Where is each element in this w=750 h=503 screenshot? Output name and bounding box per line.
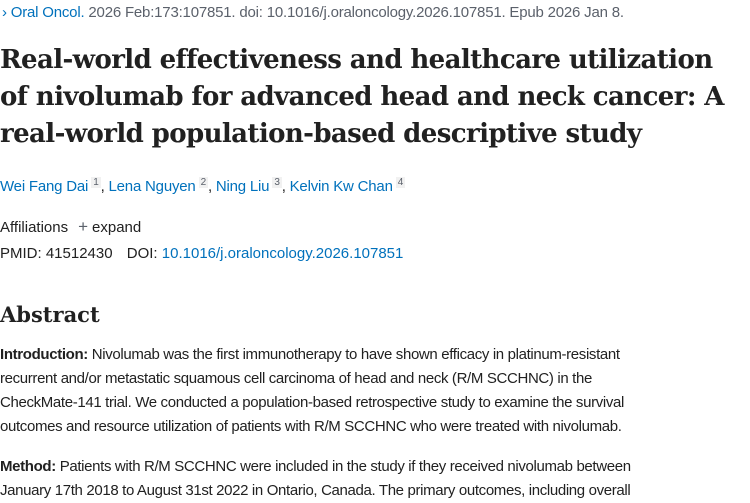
title-line: of nivolumab for advanced head and neck … [0,82,724,112]
text-line: Patients with R/M SCCHNC were included i… [55,458,631,475]
text-line: CheckMate-141 trial. We conducted a popu… [0,394,624,411]
affiliations-toggle[interactable]: Affiliations + expand [0,217,141,237]
article-title: Real-world effectiveness and healthcare … [0,42,724,153]
text-line: outcomes and resource utilization of pat… [0,418,622,435]
author-link[interactable]: Lena Nguyen [108,178,196,195]
abstract-heading: Abstract [0,302,100,327]
author-link[interactable]: Ning Liu [215,178,270,195]
abstract-method: Method: Patients with R/M SCCHNC were in… [0,455,631,503]
citation: › Oral Oncol. 2026 Feb:173:107851. doi: … [2,4,624,21]
affiliation-ref[interactable]: 1 [91,177,101,188]
doi-link[interactable]: 10.1016/j.oraloncology.2026.107851 [161,245,404,262]
journal-link[interactable]: Oral Oncol. [10,4,85,21]
author-link[interactable]: Wei Fang Dai [0,178,89,195]
affiliation-ref[interactable]: 2 [198,177,208,188]
identifiers: PMID: 41512430 DOI: 10.1016/j.oraloncolo… [0,245,403,262]
text-line: January 17th 2018 to August 31st 2022 in… [0,482,631,499]
title-line: real-world population-based descriptive … [0,119,642,149]
pmid-value: 41512430 [45,245,113,262]
author-link[interactable]: Kelvin Kw Chan [289,178,393,195]
author-list: Wei Fang Dai 1, Lena Nguyen 2, Ning Liu 3, … [0,177,406,195]
chevron-right-icon[interactable]: › [2,4,7,21]
section-label: Method: [0,458,56,475]
title-line: Real-world effectiveness and healthcare … [0,45,713,75]
pmid-label: PMID: [0,245,42,262]
abstract-introduction: Introduction: Nivolumab was the first im… [0,343,624,439]
section-label: Introduction: [0,346,88,363]
affiliation-ref[interactable]: 4 [395,177,406,188]
affiliation-ref[interactable]: 3 [272,177,282,188]
doi-label: DOI: [126,245,158,262]
text-line: Nivolumab was the first immunotherapy to… [87,346,620,363]
affiliations-label: Affiliations [0,219,69,236]
expand-label[interactable]: expand [92,219,142,236]
plus-icon: + [78,217,89,236]
text-line: recurrent and/or metastatic squamous cel… [0,370,592,387]
citation-details: 2026 Feb:173:107851. doi: 10.1016/j.oral… [84,4,624,21]
